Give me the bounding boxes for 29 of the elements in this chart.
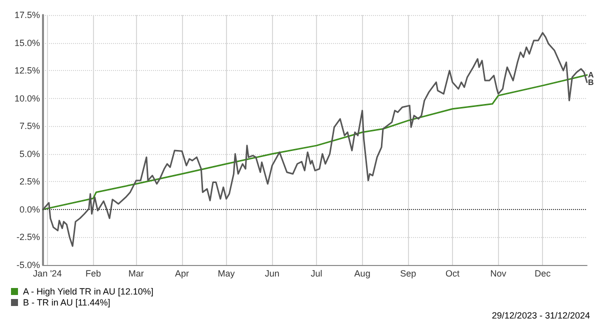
line-series: [42, 74, 588, 210]
text: 29/12/2023 - 31/12/2024: [492, 310, 590, 320]
x-tick-label: Aug: [354, 268, 370, 278]
y-tick-label: 10.0%: [14, 93, 40, 104]
y-tick-label: 5.0%: [19, 148, 40, 159]
y-tick-label: 12.5%: [14, 66, 40, 76]
line-series: [42, 32, 588, 247]
legend-label: A - High Yield TR in AU [12.10%]: [23, 286, 154, 296]
x-tick-label: May: [218, 268, 236, 278]
y-tick-label: 15.0%: [14, 38, 40, 48]
y-tick-label: 0.0%: [19, 204, 40, 214]
x-tick-label: Sep: [400, 268, 416, 278]
x-tick-label: Oct: [445, 268, 460, 278]
x-tick-label: Dec: [534, 268, 552, 278]
x-tick-label: Apr: [174, 268, 189, 278]
annotation: A: [588, 70, 594, 80]
x-tick-label: Jan '24: [33, 268, 62, 278]
y-tick-label: -5.0%: [16, 260, 40, 270]
legend-label: B - TR in AU [11.44%]: [23, 298, 110, 308]
x-tick-label: Jul: [310, 268, 322, 278]
x-tick-label: Jun: [264, 268, 280, 278]
annotation: B: [588, 78, 594, 87]
y-tick-label: 2.5%: [19, 176, 40, 187]
x-tick-label: Mar: [128, 268, 144, 278]
y-tick-label: 7.5%: [19, 121, 40, 132]
y-tick-label: -2.5%: [16, 232, 40, 242]
y-tick-label: 17.5%: [14, 10, 40, 20]
x-tick-label: Feb: [86, 268, 102, 278]
x-tick-label: Nov: [490, 268, 507, 278]
